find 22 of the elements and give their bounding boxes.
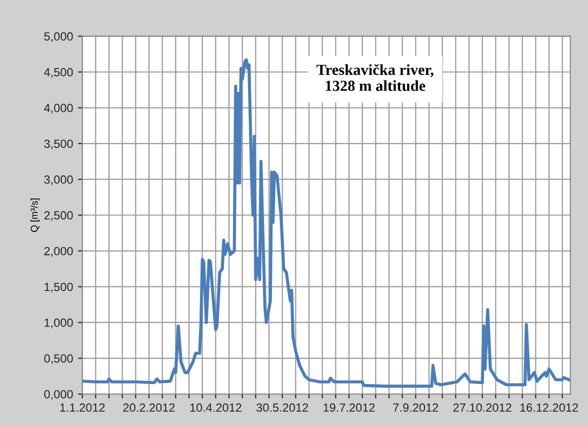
y-tick-label: 4,500: [44, 68, 73, 78]
x-tick-label: 16.12.2012: [520, 403, 578, 412]
line-series: [82, 58, 570, 388]
x-tick-label: 19.7.2012: [324, 403, 375, 412]
y-tick-label: 5,000: [44, 32, 73, 42]
x-tick-label: 30.5.2012: [256, 403, 308, 412]
x-tick-label: 10.4.2012: [190, 403, 242, 412]
x-tick-label: 27.10.2012: [453, 403, 512, 412]
y-tick-label: 2,500: [44, 211, 73, 221]
y-tick-label: 2,000: [44, 246, 73, 257]
y-axis-title: Q [m³/s]: [30, 198, 40, 232]
y-tick-label: 4,000: [44, 104, 73, 114]
y-tick-label: 0,500: [44, 354, 73, 364]
y-tick-label: 1,000: [44, 318, 73, 328]
annotation: Treskavička river, 1328 m altitude: [316, 64, 434, 91]
y-tick-label: 3,500: [44, 140, 73, 150]
y-tick-label: 0,000: [44, 390, 73, 400]
y-tick-label: 3,000: [44, 175, 73, 186]
y-tick-label: 1,500: [44, 282, 73, 292]
x-tick-label: 20.2.2012: [123, 403, 175, 412]
x-tick-label: 7.9.2012: [393, 403, 438, 412]
x-tick-label: 1.1.2012: [60, 403, 105, 412]
